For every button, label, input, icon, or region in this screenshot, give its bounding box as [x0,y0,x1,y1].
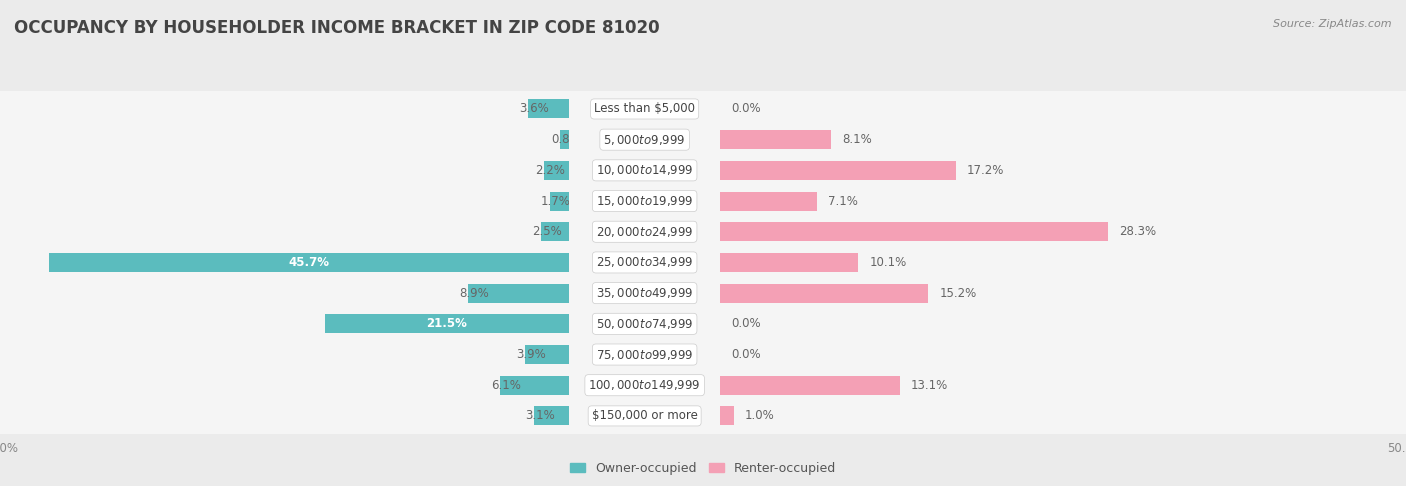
Bar [720,406,734,425]
Text: 3.9%: 3.9% [516,348,546,361]
Text: 0.0%: 0.0% [731,317,761,330]
Bar [720,122,1406,158]
Text: $20,000 to $24,999: $20,000 to $24,999 [596,225,693,239]
Bar [550,191,569,210]
Bar [720,222,1108,241]
Bar [720,253,859,272]
Bar [529,100,569,119]
Bar [0,306,569,342]
Text: $150,000 or more: $150,000 or more [592,409,697,422]
Bar [0,367,569,403]
Bar [569,306,720,342]
Bar [468,284,569,303]
Legend: Owner-occupied, Renter-occupied: Owner-occupied, Renter-occupied [569,462,837,475]
Text: 8.1%: 8.1% [842,133,872,146]
Text: $75,000 to $99,999: $75,000 to $99,999 [596,347,693,362]
Bar [720,367,1406,403]
Text: 0.0%: 0.0% [731,348,761,361]
Text: $35,000 to $49,999: $35,000 to $49,999 [596,286,693,300]
Bar [0,91,569,127]
Bar [720,306,1406,342]
Bar [569,91,720,127]
Text: 17.2%: 17.2% [967,164,1004,177]
Text: Source: ZipAtlas.com: Source: ZipAtlas.com [1274,19,1392,30]
Bar [560,130,569,149]
Text: $5,000 to $9,999: $5,000 to $9,999 [603,133,686,147]
Bar [720,183,1406,219]
Bar [534,406,569,425]
Bar [720,214,1406,250]
Bar [720,191,817,210]
Bar [0,122,569,158]
Bar [541,222,569,241]
Bar [0,398,569,434]
Bar [544,161,569,180]
Text: $100,000 to $149,999: $100,000 to $149,999 [589,378,700,392]
Text: 21.5%: 21.5% [426,317,467,330]
Bar [501,376,569,395]
Bar [0,244,569,280]
Bar [720,130,831,149]
Bar [0,336,569,373]
Bar [569,398,720,434]
Text: $15,000 to $19,999: $15,000 to $19,999 [596,194,693,208]
Text: 7.1%: 7.1% [828,194,858,208]
Bar [569,214,720,250]
Bar [0,183,569,219]
Bar [524,345,569,364]
Bar [569,275,720,311]
Bar [720,284,928,303]
Bar [569,336,720,373]
Text: 8.9%: 8.9% [458,287,489,300]
Bar [569,244,720,280]
Bar [0,152,569,189]
Text: 2.2%: 2.2% [536,164,565,177]
Bar [720,152,1406,189]
Text: 1.0%: 1.0% [745,409,775,422]
Bar [720,161,956,180]
Text: 3.1%: 3.1% [524,409,555,422]
Text: 6.1%: 6.1% [491,379,520,392]
Text: $10,000 to $14,999: $10,000 to $14,999 [596,163,693,177]
Bar [49,253,569,272]
Bar [569,122,720,158]
Bar [569,152,720,189]
Bar [0,214,569,250]
Text: 15.2%: 15.2% [939,287,977,300]
Text: $50,000 to $74,999: $50,000 to $74,999 [596,317,693,331]
Bar [720,398,1406,434]
Text: 0.0%: 0.0% [731,103,761,116]
Text: OCCUPANCY BY HOUSEHOLDER INCOME BRACKET IN ZIP CODE 81020: OCCUPANCY BY HOUSEHOLDER INCOME BRACKET … [14,19,659,37]
Bar [720,376,900,395]
Text: 10.1%: 10.1% [869,256,907,269]
Text: 45.7%: 45.7% [288,256,329,269]
Bar [720,275,1406,311]
Text: 1.7%: 1.7% [541,194,571,208]
Text: 0.84%: 0.84% [551,133,588,146]
Bar [325,314,569,333]
Text: Less than $5,000: Less than $5,000 [595,103,695,116]
Text: 2.5%: 2.5% [531,225,561,238]
Text: $25,000 to $34,999: $25,000 to $34,999 [596,256,693,269]
Bar [720,336,1406,373]
Text: 13.1%: 13.1% [911,379,948,392]
Text: 28.3%: 28.3% [1119,225,1156,238]
Bar [0,275,569,311]
Bar [720,91,1406,127]
Bar [720,244,1406,280]
Bar [569,367,720,403]
Text: 3.6%: 3.6% [519,103,550,116]
Bar [569,183,720,219]
